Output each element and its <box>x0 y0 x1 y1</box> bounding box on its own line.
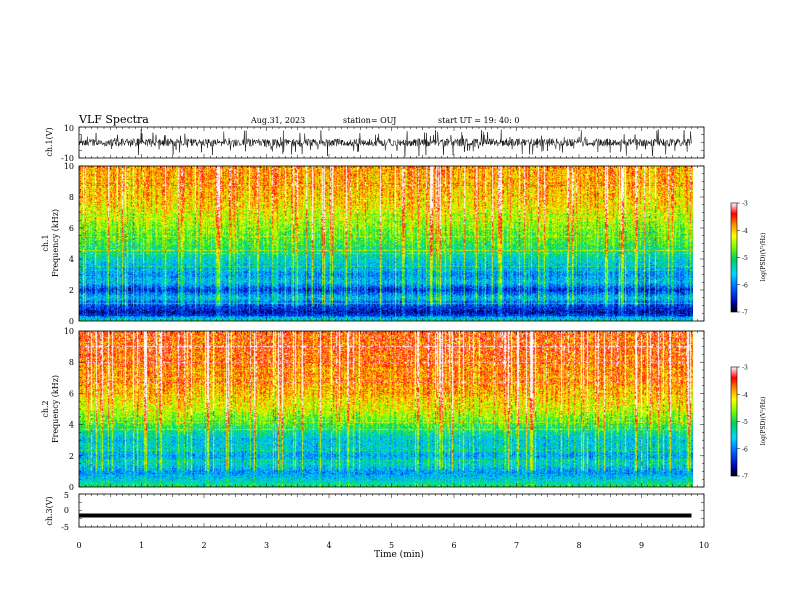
frequency-tick-label: 4 <box>69 255 74 264</box>
frequency-tick-label: 8 <box>69 358 74 367</box>
frequency-tick-label: 0 <box>69 483 74 492</box>
colorbar-tick-label: -4 <box>742 392 748 399</box>
colorbar-tick-label: -5 <box>742 255 748 262</box>
ch3-waveform-panel: 5 0 -5 ch.3(V) <box>45 491 705 532</box>
ch2-spectrogram-image <box>79 331 693 487</box>
ch3-waveform-ytick-top: 5 <box>64 491 69 500</box>
frequency-tick-label: 6 <box>69 389 74 398</box>
time-tick-label: 7 <box>514 541 519 550</box>
ch3-waveform-ticks <box>78 493 705 528</box>
ch1-waveform-ytick-bottom: -10 <box>61 154 74 163</box>
frequency-tick-label: 2 <box>69 286 74 295</box>
ch1-waveform-panel: 10 -10 ch.1(V) <box>45 124 705 163</box>
time-tick-label: 0 <box>76 541 81 550</box>
ch2-spectrogram-ylabel: Frequency (kHz) <box>51 375 60 443</box>
ch2-spectrogram-ylabel-channel: ch.2 <box>41 400 50 417</box>
time-axis-tick-labels: 0 1 2 3 4 5 6 7 8 9 10 <box>76 541 709 550</box>
colorbar-tick-label: -5 <box>742 419 748 426</box>
ch3-waveform-ylabel: ch.3(V) <box>45 496 54 525</box>
time-tick-label: 10 <box>699 541 709 550</box>
date-label: Aug.31, 2023 <box>250 116 305 125</box>
ch1-waveform-trace <box>78 129 692 157</box>
time-tick-label: 3 <box>264 541 269 550</box>
ch2-colorbar <box>730 366 738 477</box>
colorbar-tick-label: -3 <box>742 201 748 208</box>
start-time-label: start UT = 19: 40: 0 <box>438 116 519 125</box>
frequency-tick-label: 2 <box>69 452 74 461</box>
ch1-colorbar <box>730 202 738 313</box>
colorbar-tick-label: -7 <box>742 310 748 317</box>
ch1-waveform-ylabel: ch.1(V) <box>45 127 54 156</box>
time-tick-label: 1 <box>139 541 144 550</box>
time-tick-label: 6 <box>451 541 456 550</box>
ch3-waveform-frame <box>78 493 705 528</box>
colorbar-tick-label: -7 <box>742 474 748 481</box>
ch1-spectrogram-ylabel-channel: ch.1 <box>41 234 50 251</box>
ch1-spectrogram-ylabel: Frequency (kHz) <box>51 209 60 277</box>
ch1-spectrogram-ytick-labels: 0 2 4 6 8 10 <box>64 162 74 326</box>
ch1-spectrogram-ticks <box>78 165 705 322</box>
ch3-waveform-ytick-bottom: -5 <box>61 523 69 532</box>
time-tick-label: 4 <box>326 541 331 550</box>
colorbar-tick-label: -6 <box>742 446 748 453</box>
frequency-tick-label: 10 <box>64 327 74 336</box>
ch1-colorbar-ticks: -3 -4 -5 -6 -7 <box>737 201 748 317</box>
ch2-spectrogram-ticks <box>78 330 705 488</box>
colorbar-tick-label: -3 <box>742 365 748 372</box>
frequency-tick-label: 6 <box>69 224 74 233</box>
time-axis-label: Time (min) <box>374 549 424 560</box>
time-tick-label: 5 <box>389 541 394 550</box>
frequency-tick-label: 4 <box>69 421 74 430</box>
ch1-waveform-ticks <box>78 126 705 159</box>
colorbar-tick-label: -4 <box>742 228 748 235</box>
ch1-spectrogram-image <box>79 166 693 321</box>
ch2-colorbar-label: log(PSD)(V²/Hz) <box>760 397 767 446</box>
time-tick-label: 8 <box>576 541 581 550</box>
figure-title: VLF Spectra <box>78 113 149 126</box>
frequency-tick-label: 10 <box>64 162 74 171</box>
ch1-waveform-line <box>78 129 692 157</box>
colorbar-tick-label: -6 <box>742 282 748 289</box>
time-tick-label: 9 <box>639 541 644 550</box>
ch3-waveform-ytick-mid: 0 <box>64 506 69 515</box>
ch1-colorbar-label: log(PSD)(V²/Hz) <box>760 233 767 282</box>
time-tick-label: 2 <box>201 541 206 550</box>
ch1-waveform-ytick-top: 10 <box>64 124 74 133</box>
station-label: station= OUJ <box>343 116 396 125</box>
frequency-tick-label: 8 <box>69 193 74 202</box>
ch2-spectrogram-ytick-labels: 0 2 4 6 8 10 <box>64 327 74 492</box>
frequency-tick-label: 0 <box>69 317 74 326</box>
ch2-colorbar-ticks: -3 -4 -5 -6 -7 <box>737 365 748 481</box>
